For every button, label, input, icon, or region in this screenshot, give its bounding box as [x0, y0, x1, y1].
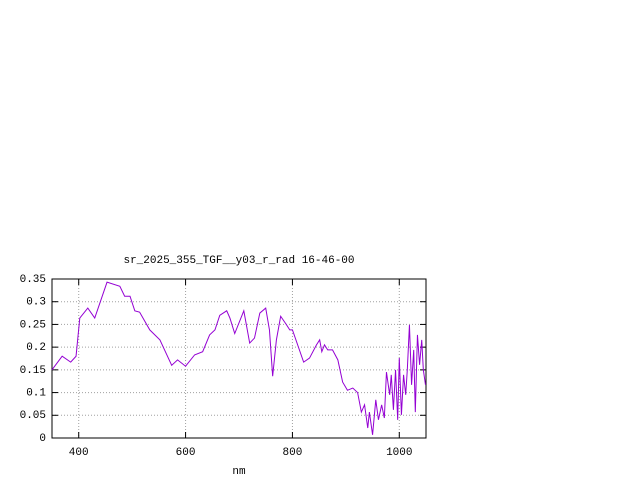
plot-frame: [51, 278, 427, 439]
x-tick-label: 400: [69, 447, 89, 459]
x-tick-label: 600: [176, 447, 196, 459]
x-axis-label: nm: [232, 466, 246, 478]
y-tick-label: 0.1: [26, 387, 46, 399]
y-tick-label: 0.35: [20, 274, 46, 286]
y-tick-label: 0.05: [20, 410, 46, 422]
y-tick-label: 0.25: [20, 319, 46, 331]
y-tick-label: 0: [39, 433, 46, 445]
x-tick-label: 1000: [386, 447, 412, 459]
y-tick-label: 0.2: [26, 342, 46, 354]
y-tick-label: 0.3: [26, 297, 46, 309]
chart-title: sr_2025_355_TGF__y03_r_rad 16-46-00: [123, 255, 354, 267]
data-line: [51, 281, 426, 435]
x-tick-label: 800: [283, 447, 303, 459]
y-tick-label: 0.15: [20, 365, 46, 377]
